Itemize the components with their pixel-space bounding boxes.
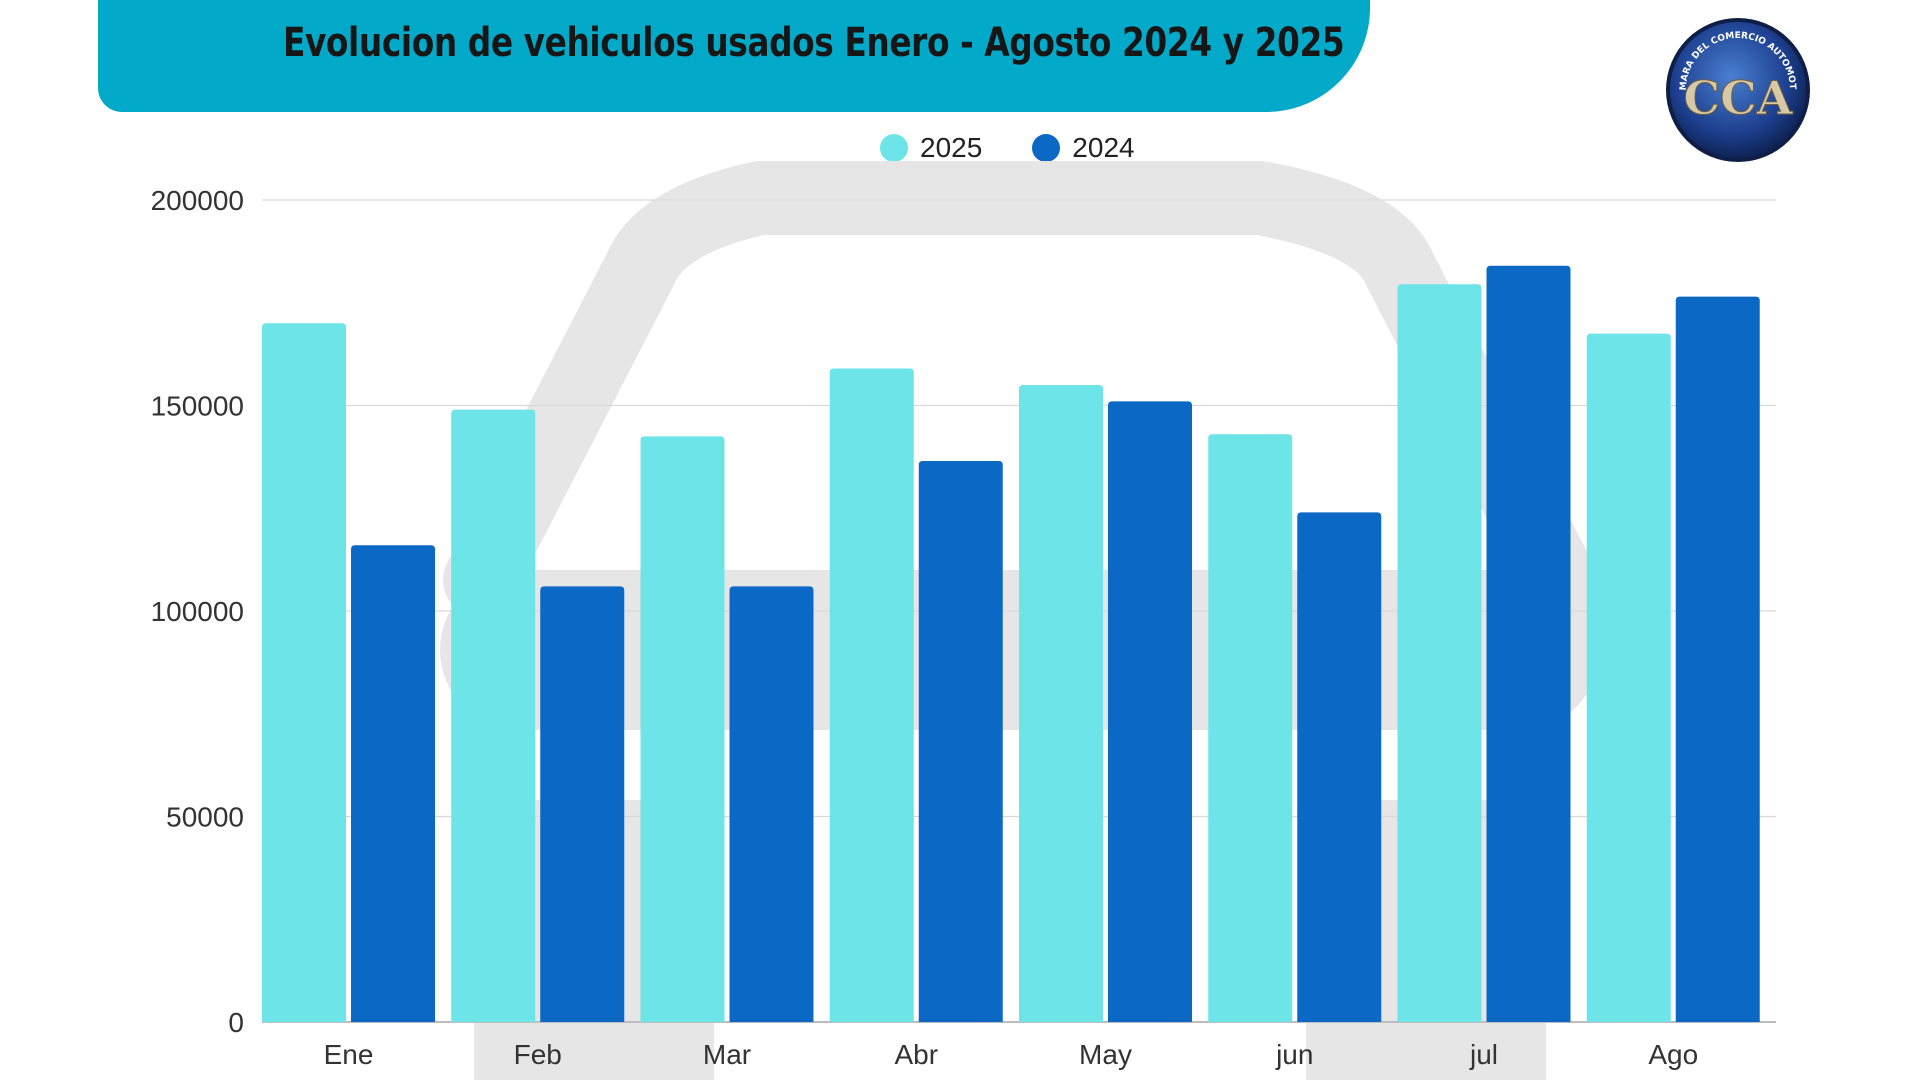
legend-swatch-2024: [1032, 134, 1061, 162]
y-tick-label: 200000: [151, 185, 244, 216]
legend-item-2025: 2025: [880, 132, 982, 164]
bar-2025-Feb: [451, 409, 536, 1022]
bar-2025-Mar: [640, 436, 725, 1022]
bar-2024-jul: [1486, 265, 1571, 1022]
x-tick-label: jul: [1469, 1039, 1498, 1070]
bar-2025-May: [1019, 384, 1103, 1022]
chart-title: Evolucion de vehiculos usados Enero - Ag…: [282, 20, 1345, 66]
bar-2024-Ago: [1675, 296, 1760, 1023]
x-tick-label: jun: [1275, 1039, 1313, 1070]
bar-2024-Ene: [351, 545, 435, 1022]
legend-item-2024: 2024: [1032, 132, 1135, 164]
legend-label-2024: 2024: [1072, 132, 1135, 163]
bar-2024-Mar: [729, 586, 814, 1022]
bar-2024-Abr: [918, 460, 1003, 1022]
x-tick-label: Ago: [1648, 1039, 1698, 1070]
x-tick-label: Ene: [324, 1039, 374, 1070]
y-tick-label: 100000: [151, 596, 244, 627]
x-tick-label: May: [1079, 1039, 1132, 1070]
x-tick-label: Abr: [894, 1039, 938, 1070]
legend-swatch-2025: [880, 134, 908, 162]
y-tick-label: 150000: [151, 391, 244, 422]
y-tick-label: 50000: [166, 802, 244, 833]
bar-2025-Abr: [829, 368, 914, 1022]
bar-2025-jul: [1397, 284, 1482, 1022]
bar-2025-Ago: [1586, 333, 1671, 1022]
chart-legend: 2025 2024: [880, 132, 1135, 164]
title-banner: Evolucion de vehiculos usados Enero - Ag…: [98, 0, 1370, 112]
legend-label-2025: 2025: [920, 132, 983, 163]
bar-2025-jun: [1208, 434, 1293, 1022]
x-tick-label: Mar: [703, 1039, 751, 1070]
bar-2024-Feb: [540, 586, 625, 1022]
bar-2024-May: [1108, 401, 1192, 1022]
x-tick-label: Feb: [514, 1039, 562, 1070]
svg-text:CCA: CCA: [1684, 71, 1794, 125]
bar-2024-jun: [1297, 512, 1382, 1022]
cca-logo: CAMARA DEL COMERCIO AUTOMOTOR CCA: [1664, 16, 1810, 162]
y-tick-label: 0: [228, 1007, 244, 1038]
bar-2025-Ene: [262, 323, 346, 1022]
